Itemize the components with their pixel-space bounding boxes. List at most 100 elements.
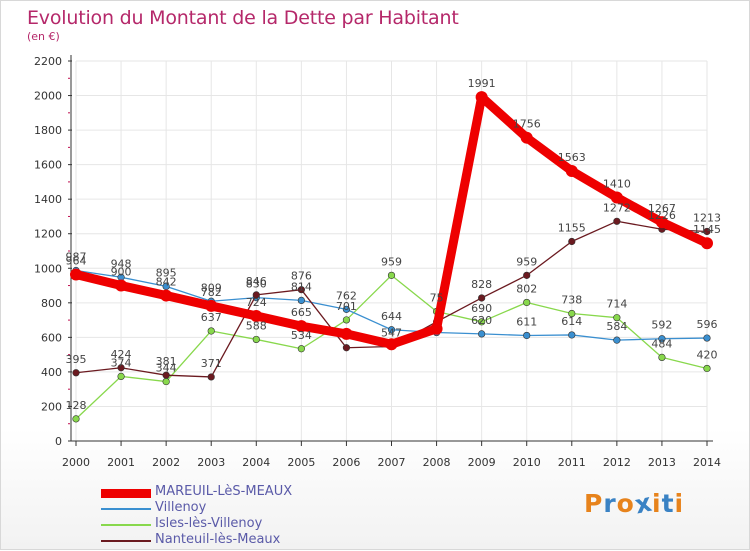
data-label: 987: [66, 251, 87, 264]
data-point: [205, 299, 218, 312]
data-label: 611: [516, 315, 537, 328]
data-label: 809: [201, 281, 222, 294]
data-point: [613, 217, 621, 225]
y-tick-label: 2000: [34, 90, 62, 103]
data-label: 830: [246, 278, 267, 291]
data-point: [385, 338, 398, 351]
y-tick-label: 1000: [34, 262, 62, 275]
data-label: 128: [66, 399, 87, 412]
data-point: [568, 237, 576, 246]
data-point: [342, 344, 351, 352]
data-point: [520, 131, 533, 144]
data-label: 690: [471, 302, 492, 315]
data-point: [523, 331, 531, 340]
y-tick-label: 200: [41, 400, 62, 413]
legend-swatch: [101, 540, 151, 542]
x-tick-label: 2001: [107, 456, 135, 469]
y-tick-label: 1800: [34, 124, 62, 137]
grid-layer: [75, 60, 708, 441]
data-point: [478, 318, 486, 326]
data-point: [297, 286, 305, 294]
data-label: 846: [246, 275, 267, 288]
legend-swatch: [101, 488, 151, 498]
data-label: 614: [561, 315, 582, 328]
data-label: 782: [201, 286, 222, 299]
x-tick-label: 2005: [287, 456, 315, 469]
data-label: 1563: [558, 151, 586, 164]
data-label: 1991: [468, 77, 496, 90]
legend-item: Villenoy: [101, 500, 361, 517]
data-point: [297, 296, 305, 305]
data-point: [115, 279, 128, 292]
data-point: [252, 291, 260, 299]
x-tick-label: 2004: [242, 456, 270, 469]
data-point: [478, 294, 486, 302]
data-label: 620: [471, 314, 492, 327]
series-layer: [70, 91, 713, 423]
data-label: 344: [156, 362, 177, 375]
data-point: [478, 330, 486, 338]
x-tick-label: 2014: [693, 456, 721, 469]
axis-layer: 0 200 400 600 800 1000 1200 1400 1600 1800 2000 220…: [34, 55, 721, 469]
data-point: [610, 191, 623, 204]
data-label: 959: [516, 255, 537, 268]
data-point: [568, 331, 576, 339]
data-label: 424: [111, 348, 132, 361]
x-tick-label: 2011: [558, 456, 586, 469]
data-point: [703, 227, 711, 236]
data-label: 588: [246, 319, 267, 332]
data-label: 1410: [603, 177, 631, 190]
data-point: [72, 369, 80, 377]
legend-label: Nanteuil-lès-Meaux: [155, 532, 281, 547]
proxiti-logo: Proxiti: [584, 487, 685, 520]
data-point: [207, 327, 215, 335]
data-label: 802: [516, 282, 537, 295]
y-tick-label: 400: [41, 366, 62, 379]
chart-title: Evolution du Montant de la Dette par Hab…: [27, 7, 459, 29]
data-label: 895: [156, 266, 177, 279]
data-point: [703, 334, 711, 342]
data-label: 1756: [513, 118, 541, 131]
legend-item: Nanteuil-lès-Meaux: [101, 532, 361, 549]
data-label: 547: [381, 327, 402, 340]
data-point: [250, 309, 263, 322]
y-tick-label: 1200: [34, 228, 62, 241]
y-tick-label: 800: [41, 297, 62, 310]
label-layer: 964 900 842 782 724 665 1991 1756 1563 1410 1267 11…: [66, 77, 722, 412]
data-point: [207, 373, 215, 381]
data-label: 1145: [693, 223, 721, 236]
data-point: [342, 316, 351, 324]
data-label: 75: [430, 291, 444, 304]
legend-swatch: [101, 508, 151, 510]
legend-label: MAREUIL-LèS-MEAUX: [155, 484, 293, 499]
x-tick-label: 2007: [378, 456, 406, 469]
data-label: 714: [606, 298, 627, 311]
data-label: 876: [291, 270, 312, 283]
data-label: 596: [697, 318, 718, 331]
data-point: [162, 371, 170, 379]
data-label: 814: [291, 280, 312, 293]
data-point: [160, 289, 173, 302]
data-point: [613, 314, 621, 322]
data-point: [658, 353, 666, 362]
data-label: 592: [651, 319, 672, 332]
legend-label: Isles-lès-Villenoy: [155, 516, 263, 531]
data-label: 1267: [648, 202, 676, 215]
data-label: 1155: [558, 222, 586, 235]
data-point: [340, 327, 353, 340]
x-tick-label: 2008: [423, 456, 451, 469]
data-label: 420: [697, 348, 718, 361]
chart-legend: MAREUIL-LèS-MEAUX Villenoy Isles-lès-Ville…: [101, 484, 361, 549]
data-label: 395: [66, 353, 87, 366]
data-label: 381: [156, 355, 177, 368]
data-point: [658, 335, 666, 343]
data-point: [523, 271, 531, 279]
data-label: 1213: [693, 211, 721, 224]
data-point: [475, 91, 488, 104]
data-label: 948: [111, 257, 132, 270]
chart-subtitle: (en €): [27, 30, 60, 43]
data-label: 534: [291, 329, 312, 342]
data-point: [70, 268, 82, 281]
data-label: 665: [291, 306, 312, 319]
